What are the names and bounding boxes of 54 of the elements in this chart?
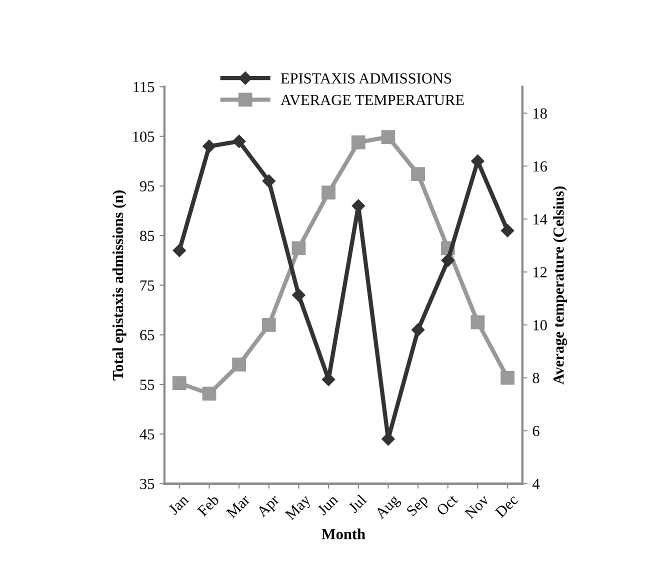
x-tick-label: Jun <box>316 494 339 516</box>
point <box>500 224 514 238</box>
y2-tick-label: 10 <box>534 320 547 330</box>
y2-tick-label: 18 <box>534 108 547 119</box>
y-tick-label: 105 <box>133 132 154 142</box>
y-tick-label: 75 <box>140 280 154 291</box>
point <box>411 167 425 182</box>
point <box>172 244 186 258</box>
point <box>202 140 216 153</box>
point <box>172 376 186 390</box>
point <box>441 254 454 267</box>
x-tick-label: Jul <box>347 494 368 514</box>
point <box>411 323 425 336</box>
y-tick-label: 35 <box>140 478 154 490</box>
point <box>232 358 246 372</box>
x-axis-title: Month <box>322 528 366 540</box>
y-axis-title: Total epistaxis admissions (n) <box>112 190 126 380</box>
point <box>232 134 246 148</box>
y-tick-label: 45 <box>140 429 154 440</box>
y-tick-label: 95 <box>140 181 154 192</box>
y2-tick-label: 8 <box>532 372 540 384</box>
y-tick-label: 85 <box>140 230 154 242</box>
legend-label: AVERAGE TEMPERATURE <box>280 94 464 106</box>
point <box>351 135 366 150</box>
y2-tick-label: 12 <box>534 267 547 278</box>
x-tick-label: May <box>284 494 314 523</box>
point <box>262 318 276 332</box>
y-tick-label: 55 <box>140 380 154 390</box>
y-tick-label: 115 <box>134 82 154 92</box>
x-tick-label: Mar <box>226 494 251 519</box>
point <box>381 130 396 144</box>
x-tick-label: Feb <box>196 494 220 517</box>
point <box>262 174 276 188</box>
y2-axis-title: Average temperature (Celsius) <box>553 186 567 384</box>
x-tick-label: Nov <box>464 494 490 520</box>
point <box>202 386 216 401</box>
y2-tick-label: 4 <box>532 478 540 489</box>
x-tick-label: Sep <box>406 494 431 519</box>
point <box>470 315 485 330</box>
x-tick-label: Aug <box>374 494 402 522</box>
point <box>471 154 484 168</box>
y2-tick-label: 14 <box>534 214 548 224</box>
legend-label: EPISTAXIS ADMISSIONS <box>280 73 452 84</box>
x-tick-label: Jan <box>168 494 190 516</box>
x-tick-label: Apr <box>256 494 282 520</box>
point <box>500 370 514 385</box>
y2-tick-label: 16 <box>534 161 547 172</box>
x-tick-label: Oct <box>436 494 458 516</box>
y-tick-label: 65 <box>140 330 154 340</box>
point <box>322 186 336 200</box>
point <box>292 241 306 256</box>
x-tick-label: Dec <box>494 494 519 518</box>
point <box>292 288 306 302</box>
y2-tick-label: 6 <box>532 426 540 436</box>
